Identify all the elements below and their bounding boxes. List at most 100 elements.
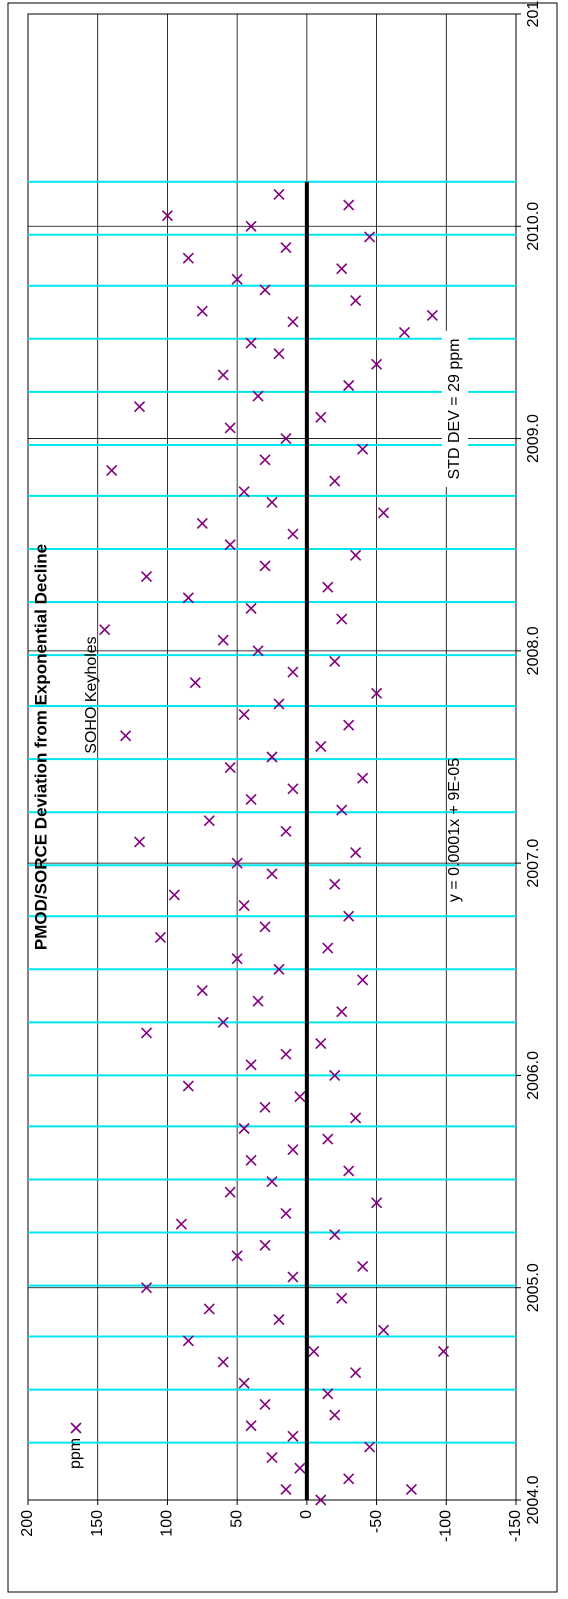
data-point	[140, 570, 153, 583]
data-point	[106, 464, 118, 476]
data-point	[357, 772, 369, 784]
annotation: STD DEV = 29 ppm	[446, 339, 463, 480]
data-point	[259, 1239, 271, 1251]
data-point	[245, 1059, 257, 1071]
data-point	[196, 305, 208, 317]
data-point	[273, 963, 285, 975]
data-point	[280, 1483, 292, 1495]
x-tick-label: 2009.0	[525, 414, 542, 463]
data-point	[154, 931, 167, 944]
data-point	[322, 1388, 334, 1400]
data-point	[315, 1494, 327, 1506]
x-tick-label: 2008.0	[525, 626, 542, 675]
data-point	[266, 751, 278, 763]
data-point	[252, 995, 264, 1007]
data-point	[224, 539, 236, 551]
data-point	[245, 602, 257, 614]
data-point	[168, 889, 180, 901]
data-point	[336, 613, 348, 625]
data-point	[238, 486, 250, 498]
data-point	[217, 1356, 229, 1368]
data-point	[182, 1335, 194, 1347]
data-point	[336, 1006, 348, 1018]
x-tick-label: 2010.0	[525, 202, 542, 251]
data-point	[364, 231, 376, 243]
data-point	[259, 284, 271, 296]
data-point	[343, 199, 355, 211]
data-point	[371, 687, 383, 699]
x-tick-label: 2004.0	[525, 1475, 542, 1524]
data-point	[175, 1218, 187, 1230]
data-point	[231, 953, 243, 965]
data-point	[259, 560, 271, 572]
data-point	[294, 1091, 306, 1103]
data-point	[280, 825, 292, 837]
data-point	[266, 496, 278, 508]
data-point	[280, 433, 292, 445]
data-point	[245, 793, 257, 806]
data-point	[287, 783, 299, 795]
data-point	[189, 677, 201, 689]
data-point	[217, 634, 229, 646]
data-point	[315, 1038, 327, 1050]
data-point	[182, 252, 194, 264]
trendline-label: y = 0.0001x + 9E-05	[446, 758, 463, 902]
data-point	[99, 624, 111, 636]
x-tick-label: 2006.0	[525, 1051, 542, 1100]
data-point	[377, 1324, 390, 1336]
data-point	[217, 1016, 229, 1028]
data-point	[224, 762, 236, 774]
data-point	[329, 1229, 341, 1241]
data-point	[405, 1483, 417, 1495]
data-point	[343, 379, 355, 392]
x-tick-label: 2007.0	[525, 839, 542, 888]
data-point	[133, 401, 146, 413]
data-point	[140, 1027, 153, 1039]
data-point	[182, 592, 194, 604]
data-point	[357, 974, 369, 986]
data-point	[329, 655, 341, 668]
data-point	[280, 1207, 292, 1219]
annotation-box	[442, 331, 468, 487]
data-point	[350, 295, 362, 307]
data-point	[336, 263, 348, 275]
data-point	[161, 210, 173, 222]
data-point	[203, 1303, 215, 1315]
data-point	[266, 1451, 278, 1464]
keyhole-label: SOHO Keyholes	[83, 636, 100, 753]
data-point	[259, 1101, 271, 1113]
data-point	[350, 846, 362, 859]
data-point	[329, 1409, 341, 1421]
x-tick-label: 2005.0	[525, 1263, 542, 1312]
y-tick-label: 100	[159, 1510, 176, 1537]
data-point	[203, 815, 215, 827]
y-tick-label: 0	[298, 1510, 315, 1519]
data-point	[322, 581, 334, 593]
data-point	[336, 804, 348, 816]
data-point	[238, 708, 250, 721]
data-point	[259, 454, 271, 466]
data-point	[231, 1250, 243, 1262]
data-point	[287, 1430, 299, 1442]
data-point	[308, 1345, 320, 1357]
data-point	[231, 857, 243, 869]
data-point	[322, 942, 334, 954]
data-point	[231, 273, 243, 285]
data-point	[252, 390, 264, 402]
y-tick-label: -50	[368, 1510, 385, 1533]
data-point	[294, 1462, 306, 1474]
data-point	[377, 507, 390, 519]
data-point	[426, 309, 438, 322]
x-tick-label: 201	[525, 1, 542, 28]
data-point	[252, 645, 264, 657]
data-point	[120, 730, 132, 742]
data-point	[238, 1377, 250, 1389]
data-point	[364, 1441, 376, 1453]
data-point	[437, 1345, 450, 1357]
data-point	[357, 1260, 369, 1273]
data-point	[343, 1165, 355, 1177]
data-point	[196, 984, 208, 997]
data-point	[133, 836, 146, 848]
y-tick-label: -150	[507, 1510, 524, 1542]
y-tick-label: -100	[438, 1510, 455, 1542]
